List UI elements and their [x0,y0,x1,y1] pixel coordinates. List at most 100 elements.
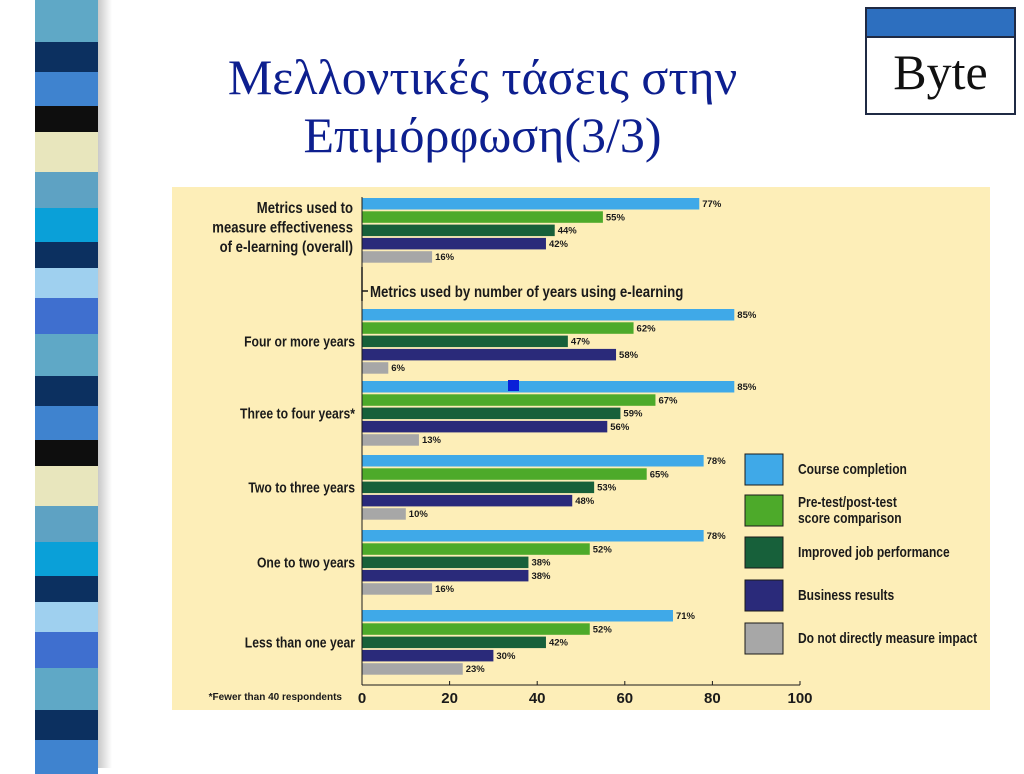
stripe-segment [35,132,98,172]
bar-overall-series-3 [362,237,546,250]
bar-group-1-series-4 [362,362,389,374]
bar-group-5-series-2 [362,636,546,649]
bar-group-1-series-0 [362,309,735,321]
legend-label: Course completion [798,461,907,477]
x-tick-label: 100 [787,690,812,707]
legend-swatch [744,622,784,655]
bar-group-2-series-4 [362,434,419,446]
overall-label-line: of e-learning (overall) [220,239,353,256]
slide-title: Μελλοντικές τάσεις στην Επιμόρφωση(3/3) [120,48,845,164]
decorative-stripe [35,0,98,774]
stripe-segment [35,106,98,132]
stripe-segment [35,740,98,774]
value-label: 38% [531,558,551,569]
value-label: 23% [466,664,486,675]
slide-title-line-1: Μελλοντικές τάσεις στην [227,49,738,105]
value-label: 58% [619,350,639,361]
value-label: 78% [707,456,727,467]
stripe-segment [35,376,98,406]
bar-group-4-series-0 [362,530,704,542]
bar-group-3-series-3 [362,494,573,507]
bar-group-1-series-2 [362,335,568,348]
value-label: 6% [391,363,405,374]
value-label: 55% [606,212,626,223]
bar-group-2-series-2 [362,407,621,420]
bar-group-3-series-0 [362,455,704,467]
bar-group-5-series-0 [362,610,673,622]
stripe-segment [35,72,98,106]
value-label: 42% [549,239,569,250]
section-label: Metrics used by number of years using e-… [370,284,683,301]
value-label: 65% [650,469,670,480]
legend-label: Do not directly measure impact [798,630,978,646]
byte-logo: Byte [865,7,1016,115]
value-label: 52% [593,544,613,555]
legend-label: Business results [798,587,894,603]
bar-overall-series-4 [362,251,433,263]
value-label: 30% [496,651,516,662]
legend-label: score comparison [798,510,902,526]
footnote: *Fewer than 40 respondents [209,692,343,703]
stripe-segment [35,668,98,710]
legend-label: Improved job performance [798,544,950,560]
bar-group-2-series-1 [362,394,656,406]
stripe-segment [35,466,98,506]
value-label: 48% [575,496,595,507]
x-tick-label: 60 [616,690,633,707]
stripe-segment [35,710,98,740]
value-label: 77% [702,199,722,210]
x-tick-label: 40 [529,690,546,707]
category-label: Three to four years* [240,405,356,421]
bar-overall-series-0 [362,198,700,210]
logo-band [867,9,1014,38]
value-label: 16% [435,584,455,595]
value-label: 67% [658,395,678,406]
slide-title-line-2: Επιμόρφωση(3/3) [303,107,662,163]
bar-group-2-series-3 [362,420,608,433]
stripe-segment [35,602,98,632]
category-label: Less than one year [245,634,355,650]
bar-group-3-series-4 [362,508,406,520]
stripe-segment [35,506,98,542]
bar-group-4-series-4 [362,583,433,595]
bar-group-1-series-3 [362,348,617,361]
chart-background [172,187,990,710]
slide-marker [508,380,519,391]
value-label: 10% [409,509,429,520]
bar-group-1-series-1 [362,322,634,334]
stripe-segment [35,542,98,576]
value-label: 56% [610,422,630,433]
value-label: 71% [676,611,696,622]
value-label: 38% [531,571,551,582]
value-label: 47% [571,337,591,348]
bar-group-3-series-2 [362,481,595,494]
value-label: 52% [593,624,613,635]
category-label: Four or more years [244,333,355,349]
bar-group-4-series-2 [362,556,529,569]
stripe-segment [35,0,98,42]
bar-group-4-series-1 [362,543,590,555]
bar-chart: 77% 55% 44% 42% 16% 85% 62% 47% 58% 6% Four or mor… [172,187,990,710]
value-label: 85% [737,382,757,393]
value-label: 53% [597,483,617,494]
legend-swatch [744,453,784,486]
value-label: 78% [707,531,727,542]
x-tick-label: 20 [441,690,458,707]
stripe-segment [35,42,98,72]
legend-swatch [744,579,784,612]
stripe-segment [35,298,98,334]
bar-group-4-series-3 [362,569,529,582]
stripe-shadow [98,0,112,768]
value-label: 44% [558,226,578,237]
stripe-segment [35,334,98,376]
value-label: 42% [549,638,569,649]
legend-swatch [744,536,784,569]
value-label: 62% [637,323,657,334]
value-label: 16% [435,252,455,263]
bar-group-2-series-0 [362,381,735,393]
x-tick-label: 80 [704,690,721,707]
logo-text: Byte [893,44,988,100]
stripe-segment [35,172,98,208]
value-label: 13% [422,435,442,446]
bar-group-3-series-1 [362,468,647,480]
